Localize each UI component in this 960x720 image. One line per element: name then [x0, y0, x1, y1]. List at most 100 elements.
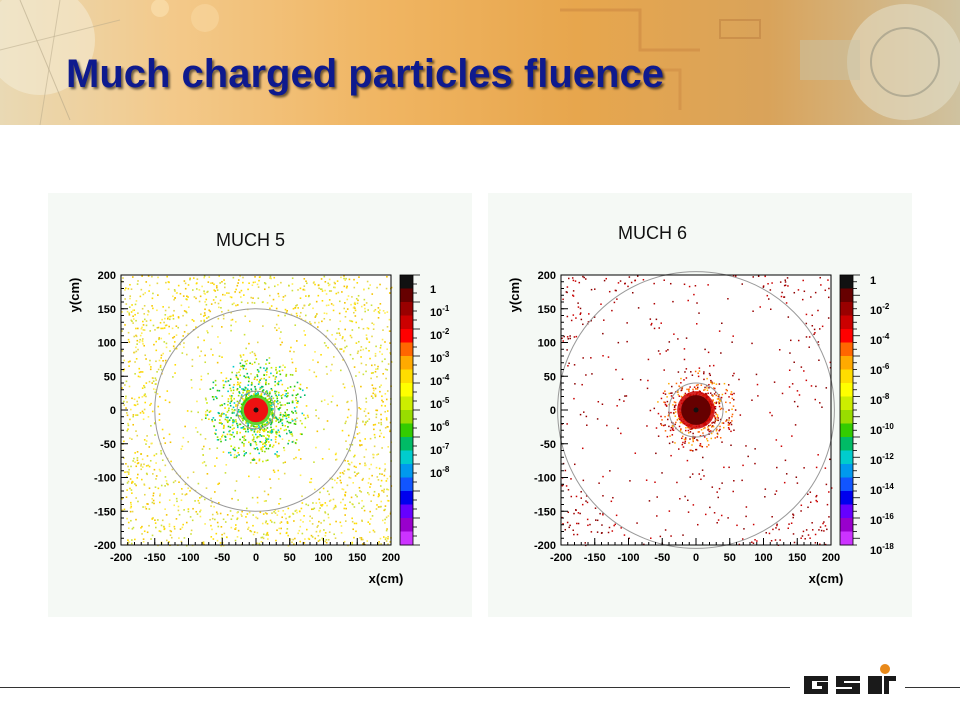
fluence-point: [196, 282, 198, 284]
fluence-point: [220, 413, 223, 416]
fluence-point: [328, 448, 330, 451]
y-tick-label: -150: [94, 506, 116, 518]
fluence-point: [339, 472, 342, 474]
fluence-point: [245, 363, 248, 365]
fluence-point: [265, 363, 267, 365]
fluence-point: [221, 412, 224, 415]
fluence-point: [136, 457, 139, 459]
fluence-point: [148, 508, 151, 510]
fluence-point: [771, 515, 773, 518]
fluence-point: [279, 427, 282, 430]
fluence-point: [272, 444, 275, 447]
fluence-point: [187, 510, 190, 513]
fluence-point: [289, 538, 292, 541]
fluence-point: [172, 295, 174, 298]
fluence-point: [192, 277, 195, 279]
fluence-point: [673, 408, 675, 411]
fluence-point: [664, 424, 666, 426]
fluence-point: [237, 378, 239, 380]
fluence-point: [285, 417, 288, 420]
fluence-point: [144, 354, 147, 357]
fluence-point: [275, 390, 278, 393]
fluence-point: [808, 346, 810, 348]
fluence-point: [249, 428, 252, 430]
fluence-point: [780, 445, 783, 447]
fluence-point: [377, 543, 380, 545]
fluence-point: [283, 472, 286, 475]
fluence-point: [578, 281, 581, 284]
fluence-point: [237, 499, 239, 501]
fluence-point: [359, 408, 362, 410]
fluence-point: [231, 514, 234, 517]
fluence-point: [227, 409, 230, 412]
fluence-point: [233, 446, 236, 449]
fluence-point: [221, 435, 223, 438]
fluence-point: [265, 379, 267, 381]
fluence-point: [378, 312, 381, 314]
fluence-point: [256, 447, 258, 449]
fluence-point: [201, 462, 204, 464]
fluence-point: [385, 516, 388, 519]
fluence-point: [567, 489, 570, 491]
x-tick-label: -50: [214, 552, 230, 564]
fluence-point: [275, 420, 277, 422]
fluence-point: [385, 529, 388, 532]
fluence-point: [151, 275, 153, 278]
fluence-point: [335, 459, 337, 461]
fluence-point: [566, 423, 568, 425]
fluence-point: [374, 436, 376, 439]
fluence-point: [808, 336, 811, 338]
fluence-point: [660, 322, 662, 324]
fluence-point: [752, 542, 755, 544]
fluence-point: [277, 469, 280, 472]
fluence-point: [770, 539, 773, 542]
fluence-point: [688, 285, 691, 288]
fluence-point: [241, 510, 243, 513]
fluence-point: [167, 288, 170, 291]
fluence-point: [236, 517, 239, 520]
fluence-point: [815, 499, 817, 502]
fluence-point: [256, 379, 258, 381]
fluence-point: [378, 386, 381, 388]
fluence-point: [371, 335, 373, 338]
fluence-point: [239, 406, 242, 409]
fluence-point: [265, 439, 267, 442]
fluence-point: [263, 393, 266, 396]
fluence-point: [243, 443, 245, 445]
fluence-point: [718, 405, 721, 408]
fluence-point: [360, 356, 362, 358]
fluence-point: [361, 479, 364, 481]
fluence-point: [194, 500, 196, 502]
fluence-point: [657, 401, 659, 403]
fluence-point: [288, 402, 290, 404]
fluence-point: [575, 335, 578, 338]
fluence-point: [173, 298, 175, 301]
fluence-point: [375, 416, 378, 419]
fluence-point: [728, 419, 730, 421]
fluence-point: [389, 352, 392, 354]
fluence-point: [273, 276, 276, 279]
fluence-point: [223, 403, 226, 405]
fluence-point: [318, 539, 321, 541]
colorbar-segment: [400, 450, 413, 465]
fluence-point: [299, 458, 302, 460]
fluence-point: [280, 394, 283, 397]
fluence-point: [258, 476, 260, 478]
fluence-point: [815, 466, 818, 469]
fluence-point: [360, 385, 362, 388]
fluence-point: [195, 288, 198, 290]
fluence-point: [312, 307, 314, 310]
fluence-point: [572, 529, 574, 532]
fluence-point: [672, 425, 674, 427]
fluence-point: [196, 431, 199, 433]
fluence-point: [708, 430, 711, 433]
fluence-point: [177, 316, 180, 318]
fluence-point: [720, 514, 723, 517]
fluence-point: [142, 412, 145, 414]
fluence-point: [270, 305, 273, 307]
fluence-point: [150, 402, 152, 405]
fluence-point: [154, 329, 156, 331]
fluence-point: [255, 392, 258, 395]
colorbar-segment: [400, 275, 413, 289]
fluence-point: [291, 361, 294, 364]
